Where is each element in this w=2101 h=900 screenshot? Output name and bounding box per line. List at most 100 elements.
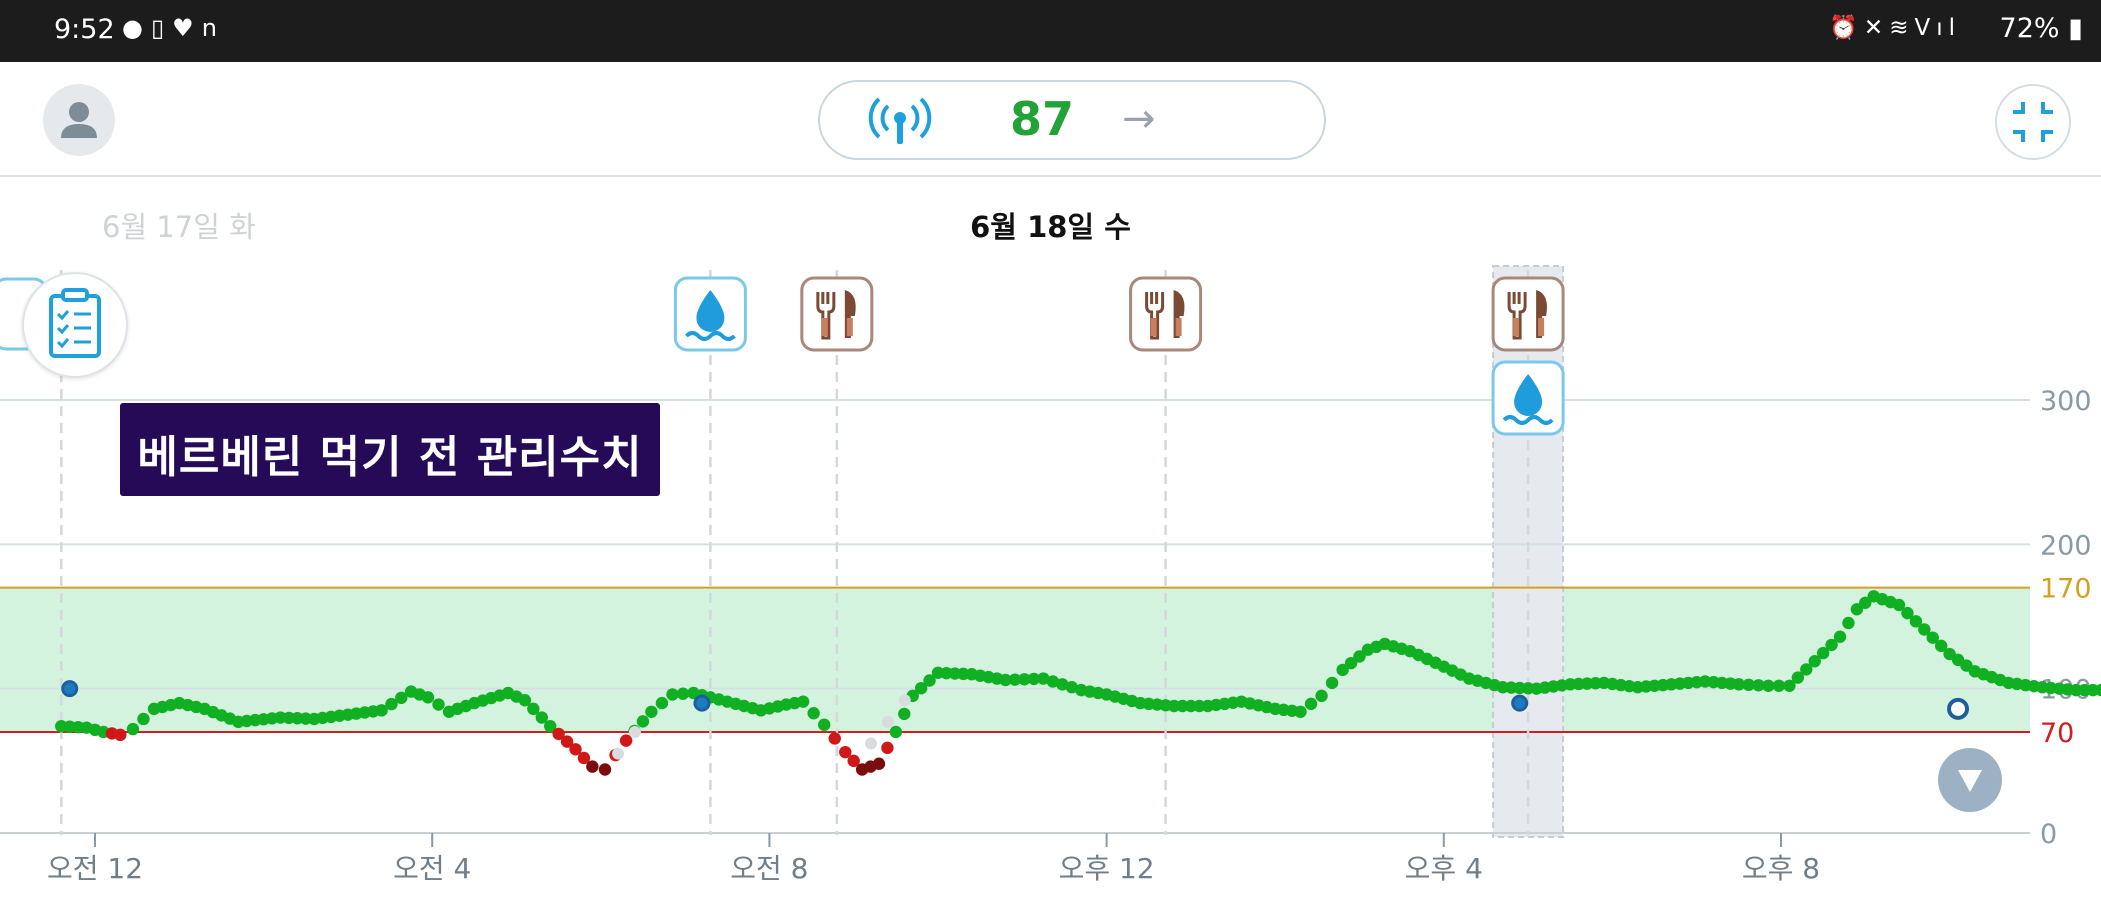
glucose-point xyxy=(1808,655,1821,668)
glucose-point xyxy=(1056,678,1069,691)
watch-icon: ▯ xyxy=(150,14,173,42)
sensor-gap-point xyxy=(628,725,641,738)
scroll-down-button[interactable] xyxy=(1938,748,2002,812)
logbook-button[interactable] xyxy=(22,272,128,378)
glucose-point xyxy=(577,751,591,765)
glucose-point xyxy=(1336,663,1349,677)
glucose-point xyxy=(2095,683,2101,697)
glucose-point xyxy=(1027,672,1041,686)
glucose-point xyxy=(1791,671,1805,684)
glucose-point xyxy=(527,702,540,716)
glucose-point xyxy=(914,681,928,695)
y-tick-label: 0 xyxy=(2040,819,2057,850)
glucose-point xyxy=(1065,681,1079,694)
collapse-fullscreen-button[interactable] xyxy=(1995,84,2071,160)
wifi-icon: ≋ xyxy=(1889,15,1915,41)
target-range-band xyxy=(0,587,2030,732)
glucose-point xyxy=(1934,639,1948,653)
chevron-down-icon xyxy=(1958,770,1982,792)
profile-avatar-button[interactable] xyxy=(43,84,115,156)
glucose-point xyxy=(676,687,690,700)
glucose-point xyxy=(560,735,574,748)
previous-date-label: 6월 17일 화 xyxy=(102,210,256,244)
x-tick-label: 오전 8 xyxy=(730,852,808,885)
sensor-gap-point xyxy=(864,737,877,750)
sensor-gap-point xyxy=(898,694,911,707)
battery-icon: ▮ xyxy=(2068,13,2083,44)
glucose-point xyxy=(1918,623,1931,636)
glucose-point xyxy=(1742,678,1755,692)
water-drop-icon[interactable] xyxy=(1491,360,1565,436)
glucose-point xyxy=(375,704,388,717)
glucose-point xyxy=(881,741,894,755)
calibration-point xyxy=(61,680,79,698)
header-divider xyxy=(0,175,2101,177)
current-glucose-value: 87 xyxy=(1010,92,1075,146)
glucose-point xyxy=(114,728,127,742)
battery-level: 72% ▮ xyxy=(1999,13,2083,44)
glucose-point xyxy=(1859,596,1872,609)
glucose-point xyxy=(1901,606,1914,620)
status-system-icons: ⏰✕≋ᐯıl xyxy=(1829,14,1961,41)
mute-icon: ✕ xyxy=(1863,15,1890,41)
clipboard-icon xyxy=(49,288,101,358)
glucose-point xyxy=(828,732,841,745)
water-drop-icon[interactable] xyxy=(673,276,747,352)
current-reading-pill[interactable]: 87 → xyxy=(818,80,1326,160)
glucose-point xyxy=(872,757,886,770)
y-tick-label: 300 xyxy=(2040,386,2092,417)
meal-icon[interactable] xyxy=(1491,276,1565,352)
glucose-point xyxy=(1800,663,1813,676)
glucose-point xyxy=(544,719,557,733)
signal-icon: ıl xyxy=(1936,15,1961,41)
glucose-point xyxy=(126,722,140,736)
alarm-icon: ⏰ xyxy=(1829,15,1864,41)
volte-icon: ᐯ xyxy=(1914,15,1937,41)
glucose-point xyxy=(1816,646,1830,660)
glucose-point xyxy=(395,691,408,705)
y-tick-label: 200 xyxy=(2040,530,2092,561)
glucose-point xyxy=(817,718,831,731)
glucose-point xyxy=(1018,673,1031,686)
glucose-point xyxy=(1008,673,1022,686)
glucose-point xyxy=(535,711,548,724)
glucose-point xyxy=(1909,615,1923,628)
x-tick-label: 오후 12 xyxy=(1059,852,1155,885)
glucose-point xyxy=(898,707,911,721)
sensor-signal-icon xyxy=(868,97,932,144)
glucose-point xyxy=(1037,672,1050,685)
glucose-point xyxy=(666,688,679,701)
glucose-point xyxy=(1833,630,1847,643)
glucose-point xyxy=(1783,679,1796,692)
glucose-point xyxy=(1752,679,1765,692)
glucose-point xyxy=(923,674,936,687)
glucose-point xyxy=(1304,697,1318,711)
glucose-point xyxy=(636,715,650,728)
status-notification-icons: ●▯♥n xyxy=(122,14,225,42)
x-tick-label: 오전 4 xyxy=(393,852,471,885)
glucose-point xyxy=(518,694,532,707)
x-tick-label: 오후 8 xyxy=(1742,852,1820,885)
glucose-point xyxy=(569,743,582,756)
glucose-point xyxy=(839,745,852,759)
glucose-point xyxy=(1344,656,1358,670)
glucose-point xyxy=(552,727,565,741)
glucose-point xyxy=(1294,705,1307,718)
glucose-point xyxy=(796,695,810,708)
person-icon xyxy=(61,102,97,138)
calibration-point xyxy=(1947,697,1970,720)
glucose-point xyxy=(619,734,633,747)
meal-icon[interactable] xyxy=(1129,276,1203,352)
trend-arrow-icon: → xyxy=(1122,96,1156,142)
glucose-point xyxy=(598,763,612,776)
glucose-point xyxy=(645,705,658,718)
glucose-point xyxy=(432,698,445,711)
app-icon: n xyxy=(201,14,225,42)
calibration-point xyxy=(1511,694,1529,712)
glucose-point xyxy=(847,754,860,768)
overlay-caption: 베르베린 먹기 전 관리수치 xyxy=(120,403,660,496)
meal-icon[interactable] xyxy=(800,276,874,352)
glucose-point xyxy=(1046,675,1060,688)
x-tick-label: 오후 4 xyxy=(1405,852,1483,885)
